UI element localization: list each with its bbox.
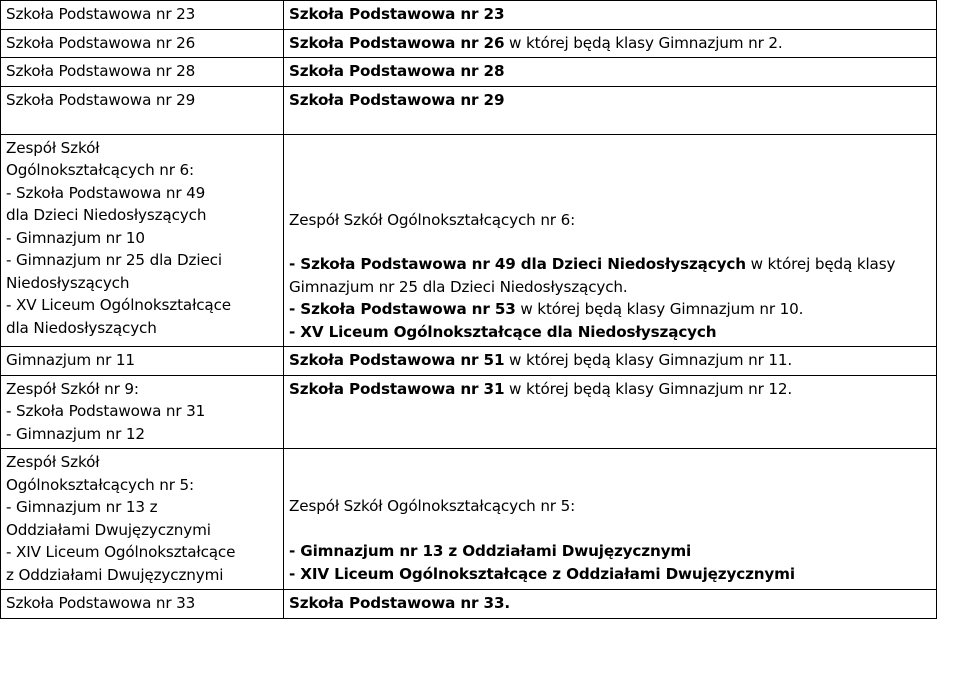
cell-old-school: Szkoła Podstawowa nr 23 [0, 0, 284, 30]
plain-segment: w której będą klasy Gimnazjum nr 11. [504, 351, 793, 370]
text-line: - Gimnazjum nr 12 [6, 424, 145, 443]
text-line: Szkoła Podstawowa nr 51 w której będą kl… [289, 349, 931, 372]
cell-new-school: Szkoła Podstawowa nr 51 w której będą kl… [283, 346, 937, 376]
text-line: Szkoła Podstawowa nr 31 w której będą kl… [289, 378, 931, 401]
text-line: - Gimnazjum nr 13 z [6, 498, 158, 517]
school-transformation-table: Szkoła Podstawowa nr 23 Szkoła Podstawow… [0, 0, 937, 619]
blank-line [289, 518, 931, 540]
cell-old-school: Szkoła Podstawowa nr 26 [0, 28, 284, 58]
text-line: dla Niedosłyszących [6, 318, 157, 337]
text-line: - Gimnazjum nr 25 dla Dzieci [6, 251, 222, 269]
bold-segment: - Szkoła Podstawowa nr 53 [289, 300, 516, 319]
cell-old-school: Zespół Szkół nr 9: - Szkoła Podstawowa n… [0, 374, 284, 450]
text-line: z Oddziałami Dwujęzycznymi [6, 565, 224, 584]
table-body: Szkoła Podstawowa nr 23 Szkoła Podstawow… [0, 0, 937, 619]
bold-segment: - Szkoła Podstawowa nr 49 dla Dzieci Nie… [289, 255, 746, 274]
table-row: Szkoła Podstawowa nr 33 Szkoła Podstawow… [0, 589, 937, 619]
cell-new-school: Szkoła Podstawowa nr 31 w której będą kl… [283, 374, 937, 450]
text-line: Szkoła Podstawowa nr 29 [6, 90, 196, 109]
cell-new-school: Zespół Szkół Ogólnokształcących nr 5: - … [283, 448, 937, 591]
table-row: Szkoła Podstawowa nr 23 Szkoła Podstawow… [0, 0, 937, 30]
table-row: Zespół Szkół nr 9: - Szkoła Podstawowa n… [0, 374, 937, 450]
bold-segment: Szkoła Podstawowa nr 31 [289, 379, 505, 398]
text-block: - Gimnazjum nr 13 z Oddziałami Dwujęzycz… [289, 540, 931, 563]
text-line: Szkoła Podstawowa nr 23 [289, 3, 931, 26]
group-heading: Zespół Szkół Ogólnokształcących nr 6: [289, 210, 576, 229]
cell-old-school: Zespół Szkół Ogólnokształcących nr 5: - … [0, 448, 284, 591]
text-line: Zespół Szkół [6, 138, 100, 157]
text-line: Szkoła Podstawowa nr 33. [289, 592, 931, 615]
text-line: Oddziałami Dwujęzycznymi [6, 520, 211, 539]
table-row: Zespół Szkół Ogólnokształcących nr 6: - … [0, 133, 937, 348]
group-heading: Zespół Szkół Ogólnokształcących nr 5: [289, 497, 576, 516]
cell-new-school: Szkoła Podstawowa nr 28 [283, 57, 937, 87]
text-line: Gimnazjum nr 11 [6, 351, 135, 370]
text-line: - XIV Liceum Ogólnokształcące [6, 543, 236, 562]
bold-segment: Szkoła Podstawowa nr 29 [289, 90, 505, 109]
text-line: - XV Liceum Ogólnokształcące [6, 296, 231, 314]
blank-line [289, 231, 931, 253]
table-row: Gimnazjum nr 11 Szkoła Podstawowa nr 51 … [0, 346, 937, 376]
cell-new-school: Szkoła Podstawowa nr 26 w której będą kl… [283, 28, 937, 58]
bold-segment: Szkoła Podstawowa nr 28 [289, 62, 505, 80]
text-line: Szkoła Podstawowa nr 29 [289, 89, 931, 112]
bold-segment: - XV Liceum Ogólnokształcące dla Niedosł… [289, 322, 717, 341]
bold-segment: - XIV Liceum Ogólnokształcące z Oddziała… [289, 564, 795, 583]
cell-new-school: Szkoła Podstawowa nr 33. [283, 589, 937, 619]
cell-old-school: Gimnazjum nr 11 [0, 346, 284, 376]
text-line: Zespół Szkół nr 9: [6, 379, 139, 398]
text-block: - Szkoła Podstawowa nr 53 w której będą … [289, 298, 931, 321]
cell-new-school: Szkoła Podstawowa nr 29 [283, 85, 937, 135]
bold-segment: Szkoła Podstawowa nr 26 [289, 33, 505, 52]
text-line: Niedosłyszących [6, 273, 130, 292]
text-line: Szkoła Podstawowa nr 26 w której będą kl… [289, 32, 931, 55]
text-line: - Szkoła Podstawowa nr 31 [6, 402, 206, 421]
text-line: Szkoła Podstawowa nr 28 [6, 62, 196, 80]
cell-old-school: Szkoła Podstawowa nr 28 [0, 57, 284, 87]
plain-segment: w której będą klasy Gimnazjum nr 25 dla … [289, 255, 896, 296]
bold-segment: Szkoła Podstawowa nr 33. [289, 594, 510, 613]
text-line: Ogólnokształcących nr 6: [6, 161, 194, 179]
text-line: - Gimnazjum nr 10 [6, 228, 145, 247]
text-block: - XV Liceum Ogólnokształcące dla Niedosł… [289, 321, 931, 344]
bold-segment: Szkoła Podstawowa nr 23 [289, 5, 505, 23]
table-row: Szkoła Podstawowa nr 26 Szkoła Podstawow… [0, 28, 937, 58]
text-line: Ogólnokształcących nr 5: [6, 475, 194, 494]
cell-old-school: Szkoła Podstawowa nr 29 [0, 85, 284, 135]
text-line: dla Dzieci Niedosłyszących [6, 206, 207, 224]
plain-segment: w której będą klasy Gimnazjum nr 12. [504, 379, 793, 398]
cell-new-school: Zespół Szkół Ogólnokształcących nr 6: - … [283, 133, 937, 348]
bold-segment: Szkoła Podstawowa nr 51 [289, 351, 505, 370]
plain-segment: w której będą klasy Gimnazjum nr 2. [504, 33, 783, 52]
text-line: Zespół Szkół [6, 453, 100, 472]
cell-new-school: Szkoła Podstawowa nr 23 [283, 0, 937, 30]
text-line: Szkoła Podstawowa nr 23 [6, 5, 196, 23]
text-block: - Szkoła Podstawowa nr 49 dla Dzieci Nie… [289, 255, 895, 296]
bold-segment: - Gimnazjum nr 13 z Oddziałami Dwujęzycz… [289, 542, 692, 561]
text-line: Szkoła Podstawowa nr 33 [6, 594, 196, 613]
table-row: Szkoła Podstawowa nr 28 Szkoła Podstawow… [0, 57, 937, 87]
plain-segment: w której będą klasy Gimnazjum nr 10. [515, 300, 804, 319]
text-line: Szkoła Podstawowa nr 28 [289, 60, 931, 83]
table-row: Zespół Szkół Ogólnokształcących nr 5: - … [0, 448, 937, 591]
text-line: - Szkoła Podstawowa nr 49 [6, 183, 206, 202]
text-line: Szkoła Podstawowa nr 26 [6, 33, 196, 52]
cell-old-school: Zespół Szkół Ogólnokształcących nr 6: - … [0, 133, 284, 348]
cell-old-school: Szkoła Podstawowa nr 33 [0, 589, 284, 619]
text-block: - XIV Liceum Ogólnokształcące z Oddziała… [289, 563, 931, 586]
table-row: Szkoła Podstawowa nr 29 Szkoła Podstawow… [0, 85, 937, 135]
